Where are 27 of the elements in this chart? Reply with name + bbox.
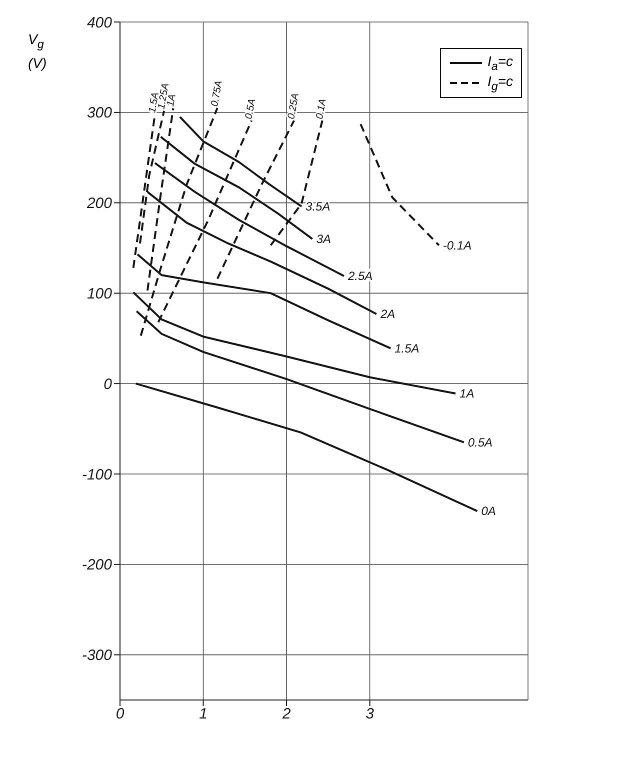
- y-tick-label: -300: [82, 647, 113, 664]
- text: 0.1A: [314, 98, 329, 120]
- x-tick-label: 1: [199, 706, 208, 723]
- text: 0.5A: [244, 98, 258, 120]
- annotation: I$_{g}$=c: [487, 72, 513, 93]
- series-label: 1.5A: [394, 341, 420, 356]
- y-tick-label: -100: [82, 466, 113, 484]
- y-tick-label: 400: [86, 14, 113, 32]
- y-tick-label: -200: [82, 556, 113, 574]
- x-tick-label: 0: [116, 706, 125, 723]
- y-tick-label: 300: [86, 104, 113, 122]
- series-label: 3A: [316, 232, 332, 246]
- y-tick-label: 200: [86, 195, 113, 212]
- series-label: 0.5A: [468, 435, 493, 450]
- series-label: -0.1A: [442, 238, 472, 252]
- annotation: I$_{a}$=c: [487, 53, 513, 73]
- y-tick-label: 0: [104, 376, 113, 393]
- series-label: 2A: [379, 306, 396, 321]
- y-axis-title: V$_{g}$ (V): [28, 30, 48, 72]
- series-label: 1A: [460, 386, 474, 401]
- x-tick-label: 3: [366, 706, 375, 723]
- y-tick-label: 100: [86, 286, 113, 303]
- text: 0.25A: [286, 92, 302, 120]
- series-label: 0A: [481, 504, 496, 518]
- text: 0.75A: [210, 79, 225, 108]
- x-tick-label: 2: [281, 706, 292, 723]
- series-label: 3.5A: [306, 199, 330, 214]
